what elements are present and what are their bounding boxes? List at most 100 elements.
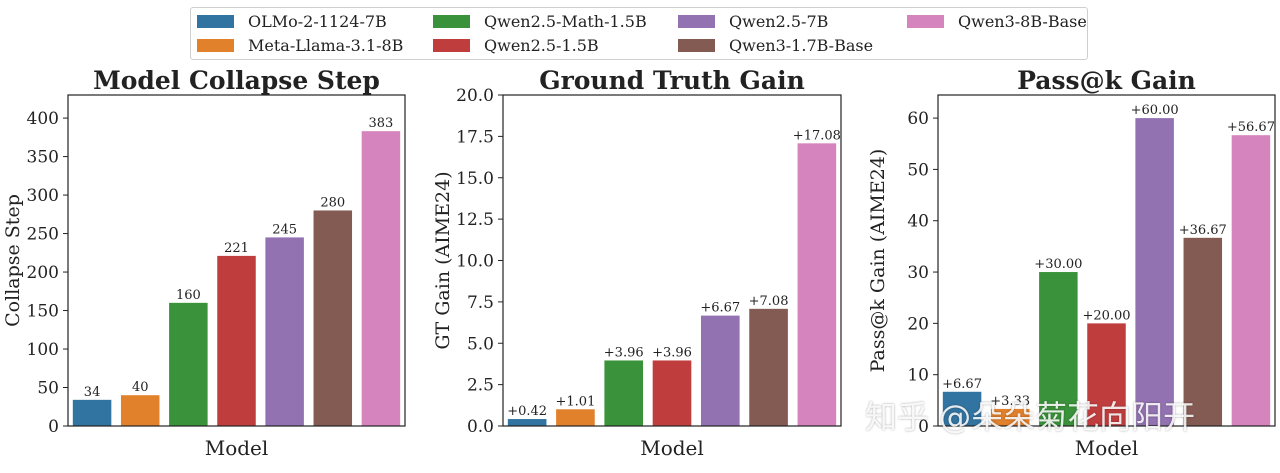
data-label: +20.00	[1082, 308, 1130, 323]
y-tick-label: 10.0	[456, 252, 494, 272]
bar	[217, 255, 256, 426]
bar	[749, 308, 788, 426]
bar	[1087, 323, 1126, 426]
y-tick-label: 100	[27, 340, 59, 360]
bar	[1231, 135, 1271, 426]
y-tick-label: 50	[907, 160, 929, 180]
y-tick-label: 15.0	[456, 169, 494, 189]
y-tick-label: 20	[907, 314, 929, 334]
legend: OLMo-2-1124-7B Meta-Llama-3.1-8B Qwen2.5-M…	[190, 7, 1088, 60]
legend-item: Qwen2.5-Math-1.5B	[433, 11, 647, 31]
y-tick-label: 300	[27, 186, 59, 206]
data-label: +1.01	[556, 394, 596, 409]
bar	[507, 419, 547, 426]
data-label: +36.67	[1179, 223, 1227, 238]
legend-swatch	[197, 14, 234, 28]
plot-frame	[937, 94, 1276, 427]
data-label: +56.67	[1227, 120, 1275, 135]
bar	[797, 143, 837, 427]
y-tick-label: 7.5	[467, 293, 494, 313]
legend-item: OLMo-2-1124-7B	[197, 11, 387, 31]
bar	[1183, 237, 1223, 426]
y-tick-label: 20.0	[456, 86, 494, 106]
y-tick-label: 400	[27, 109, 59, 129]
legend-swatch	[433, 38, 470, 52]
data-label: 280	[320, 195, 345, 210]
legend-label: Qwen2.5-7B	[729, 11, 829, 31]
bar	[990, 408, 1030, 426]
y-axis-label: GT Gain (AIME24)	[432, 171, 454, 349]
legend-item: Qwen3-8B-Base	[907, 11, 1087, 31]
bar	[556, 409, 595, 426]
data-label: 383	[369, 116, 394, 131]
y-tick-label: 50	[37, 379, 59, 399]
bar	[700, 315, 740, 426]
legend-item: Meta-Llama-3.1-8B	[197, 35, 403, 55]
data-label: +17.08	[793, 128, 841, 143]
bar	[942, 391, 982, 426]
y-tick-label: 2.5	[467, 376, 494, 396]
chart-title: Ground Truth Gain	[539, 66, 805, 95]
legend-swatch	[678, 14, 715, 28]
legend-label: Qwen3-1.7B-Base	[729, 35, 874, 55]
data-label: 34	[84, 385, 101, 400]
legend-item: Qwen3-1.7B-Base	[678, 35, 873, 55]
y-tick-label: 40	[907, 212, 929, 232]
y-tick-label: 200	[27, 263, 59, 283]
y-tick-label: 150	[27, 302, 59, 322]
y-axis-label: Pass@k Gain (AIME24)	[867, 149, 889, 373]
data-label: 245	[272, 222, 297, 237]
y-tick-label: 5.0	[467, 334, 494, 354]
data-label: +0.42	[507, 404, 547, 419]
data-label: +6.67	[700, 301, 740, 316]
y-tick-label: 0	[48, 417, 59, 437]
bar	[604, 360, 644, 426]
data-label: 160	[176, 288, 201, 303]
legend-swatch	[197, 38, 234, 52]
x-axis-label: Model	[1075, 436, 1139, 460]
y-axis-label: Collapse Step	[2, 194, 24, 327]
bar	[1135, 118, 1174, 427]
bar	[265, 237, 304, 426]
y-tick-label: 0	[918, 417, 929, 437]
data-label: 221	[224, 241, 249, 256]
watermark: 知乎 @朵朵菊花向阳开	[865, 398, 1196, 436]
data-label: +3.96	[652, 345, 692, 360]
legend-swatch	[678, 38, 715, 52]
legend-swatch	[433, 14, 470, 28]
data-label: +3.96	[604, 345, 644, 360]
chart-title: Model Collapse Step	[93, 66, 380, 95]
bar	[120, 395, 160, 426]
y-tick-label: 17.5	[456, 127, 494, 147]
bar	[652, 360, 692, 426]
y-tick-label: 30	[907, 263, 929, 283]
y-tick-label: 12.5	[456, 210, 494, 230]
bar	[1039, 272, 1078, 426]
y-tick-label: 250	[27, 225, 59, 245]
legend-label: OLMo-2-1124-7B	[248, 11, 387, 31]
chart-title: Pass@k Gain	[1017, 66, 1196, 95]
legend-label: Meta-Llama-3.1-8B	[248, 35, 404, 55]
y-tick-label: 0.0	[467, 417, 494, 437]
legend-label: Qwen2.5-1.5B	[484, 35, 599, 55]
bar	[72, 399, 112, 426]
legend-label: Qwen2.5-Math-1.5B	[484, 11, 647, 31]
bar	[361, 131, 401, 426]
legend-item: Qwen2.5-7B	[678, 11, 828, 31]
legend-swatch	[907, 14, 944, 28]
x-axis-label: Model	[205, 436, 269, 460]
bar	[169, 302, 208, 426]
legend-label: Qwen3-8B-Base	[958, 11, 1087, 31]
bar	[313, 210, 353, 426]
x-axis-label: Model	[640, 436, 704, 460]
y-tick-label: 60	[907, 109, 929, 129]
data-label: 40	[132, 380, 149, 395]
data-label: +7.08	[749, 294, 789, 309]
data-label: +30.00	[1034, 257, 1082, 272]
y-tick-label: 10	[907, 366, 929, 386]
data-label: +3.33	[990, 394, 1030, 409]
plot-frame	[67, 94, 406, 427]
data-label: +60.00	[1131, 103, 1179, 118]
